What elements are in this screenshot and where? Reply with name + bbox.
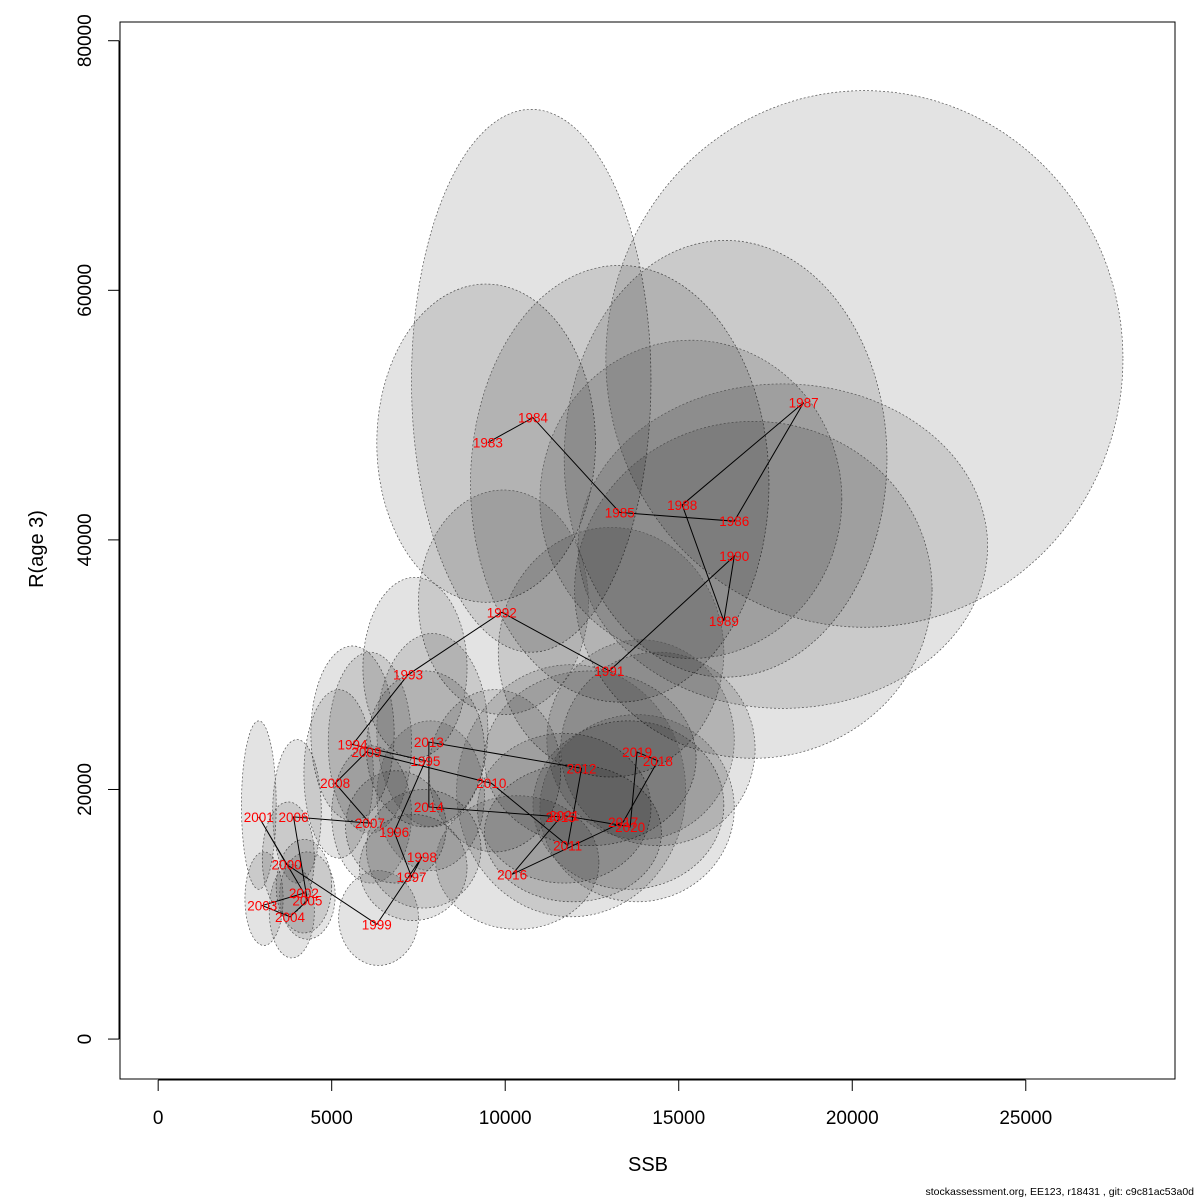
year-label-2021: 2021 (549, 809, 579, 824)
confidence-ellipses (241, 90, 1124, 966)
y-tick-label-60000: 60000 (75, 264, 96, 317)
year-label-2019: 2019 (622, 745, 652, 760)
year-label-1997: 1997 (396, 870, 426, 885)
y-tick-label-0: 0 (75, 1034, 96, 1045)
ellipse-1983 (376, 283, 596, 603)
year-label-1996: 1996 (379, 825, 409, 840)
ellipse-2016 (435, 795, 600, 930)
year-label-2006: 2006 (278, 810, 308, 825)
year-label-2011: 2011 (553, 839, 582, 854)
year-label-2007: 2007 (355, 816, 385, 831)
year-label-2020: 2020 (615, 820, 645, 835)
year-labels: 1983 1984 1985 1986 1987 1988 1989 1990 1991 1992… (244, 396, 819, 933)
ellipse-2001 (241, 720, 277, 890)
ellipse-1987 (605, 90, 1124, 628)
year-label-1990: 1990 (719, 549, 749, 564)
ellipse-2003 (244, 851, 284, 946)
year-label-2010: 2010 (476, 776, 506, 791)
ssb-recruitment-trajectory (258, 402, 805, 925)
ellipse-2012 (484, 670, 697, 846)
year-label-2001: 2001 (244, 810, 274, 825)
year-label-2003: 2003 (247, 899, 277, 914)
y-tick-label-20000: 20000 (75, 763, 96, 816)
ellipse-2002 (275, 839, 333, 934)
x-tick-label-0: 0 (153, 1108, 164, 1129)
ellipse-2017 (532, 720, 725, 890)
year-label-2000: 2000 (272, 857, 302, 872)
ellipse-2015 (477, 732, 652, 884)
year-label-2015: 2015 (546, 810, 576, 825)
y-axis-title: R(age 3) (26, 510, 48, 588)
year-label-2004: 2004 (275, 910, 306, 925)
x-tick-label-10000: 10000 (479, 1108, 532, 1129)
time-series-path (258, 402, 805, 925)
year-label-1986: 1986 (719, 514, 749, 529)
ellipse-2007 (331, 745, 412, 884)
year-label-1988: 1988 (667, 498, 697, 513)
ellipse-2005 (279, 851, 336, 940)
ellipse-1989 (574, 420, 933, 759)
year-label-2013: 2013 (414, 735, 444, 750)
y-axis: 0 20000 40000 60000 80000 (75, 14, 120, 1045)
year-label-1999: 1999 (362, 917, 392, 932)
ellipse-1984 (411, 109, 652, 653)
year-label-1998: 1998 (407, 850, 437, 865)
x-axis: 0 5000 10000 15000 20000 25000 (153, 1079, 1052, 1129)
x-axis-title: SSB (628, 1154, 668, 1176)
year-label-2012: 2012 (567, 761, 597, 776)
ellipse-2011 (484, 764, 662, 903)
y-tick-label-40000: 40000 (75, 513, 96, 566)
ellipse-1998 (366, 789, 482, 909)
year-label-2009: 2009 (351, 745, 381, 760)
year-label-1991: 1991 (594, 664, 624, 679)
year-label-1984: 1984 (518, 411, 549, 426)
ellipse-2019 (546, 639, 735, 840)
ellipse-2009 (327, 651, 412, 834)
year-label-1993: 1993 (393, 668, 423, 683)
x-tick-label-25000: 25000 (999, 1108, 1052, 1129)
ellipse-2010 (428, 689, 562, 853)
x-tick-label-15000: 15000 (652, 1108, 705, 1129)
year-label-1994: 1994 (337, 738, 368, 753)
ellipse-1995 (366, 670, 485, 828)
year-label-2005: 2005 (292, 894, 322, 909)
y-tick-label-80000: 80000 (75, 14, 96, 67)
ellipse-1992 (418, 489, 589, 715)
ellipse-1990 (577, 383, 988, 709)
year-label-1989: 1989 (709, 614, 739, 629)
ellipse-1994 (310, 645, 395, 822)
x-tick-label-20000: 20000 (826, 1108, 879, 1129)
ellipse-2013 (376, 633, 489, 828)
ellipse-2018 (560, 651, 756, 846)
year-label-1992: 1992 (487, 605, 517, 620)
ellipse-2021 (456, 664, 687, 918)
x-tick-label-5000: 5000 (311, 1108, 353, 1129)
ellipse-2020 (539, 714, 735, 903)
year-label-1987: 1987 (789, 396, 819, 411)
year-label-1983: 1983 (473, 436, 503, 451)
ellipse-2014 (376, 720, 485, 871)
ellipse-2006 (272, 739, 322, 884)
year-label-2014: 2014 (414, 800, 445, 815)
plot-frame (119, 21, 1176, 1080)
year-label-2002: 2002 (289, 886, 319, 901)
year-label-2017: 2017 (608, 815, 638, 830)
ellipse-1986 (563, 240, 888, 678)
ellipse-1999 (338, 870, 419, 966)
year-label-1995: 1995 (410, 754, 440, 769)
ellipse-2004 (268, 864, 315, 959)
footer-credit: stockassessment.org, EE123, r18431 , git… (925, 1186, 1195, 1198)
year-label-1985: 1985 (605, 505, 635, 520)
ellipse-2008 (303, 689, 374, 859)
ellipse-1988 (539, 339, 843, 659)
ellipse-1991 (497, 527, 725, 778)
year-label-2016: 2016 (497, 867, 527, 882)
year-label-2008: 2008 (320, 776, 350, 791)
year-label-2018: 2018 (643, 754, 673, 769)
